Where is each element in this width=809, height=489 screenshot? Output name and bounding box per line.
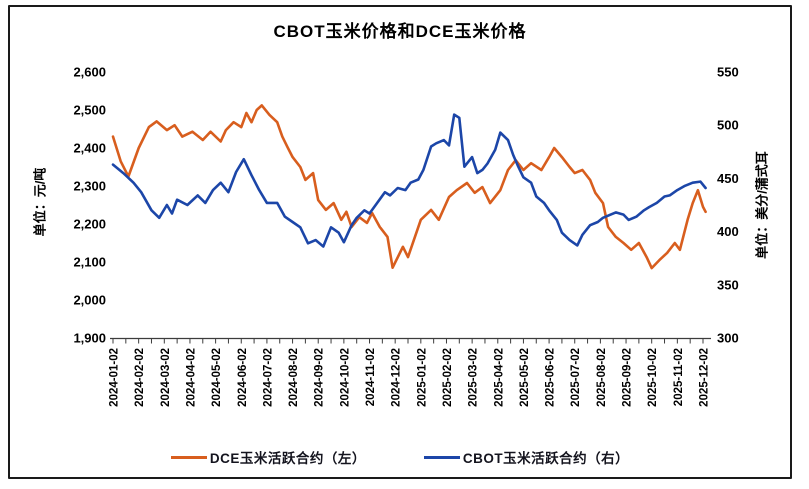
dce-line-swatch [170,455,207,459]
x-axis-tick-label: 2024-12-02 [391,348,403,407]
x-axis-tick-label: 2024-03-02 [160,348,172,407]
left-axis-tick-label: 2,300 [73,179,106,194]
x-axis-tick-label: 2025-10-02 [647,348,659,407]
x-axis-tick-label: 2024-10-02 [339,348,351,407]
dce-series-line [111,104,707,270]
cbot-line-swatch [423,455,460,459]
x-axis-tick-label: 2025-12-02 [699,348,711,407]
right-axis-tick-label: 550 [717,65,739,80]
left-axis-tick-label: 2,200 [73,217,106,232]
x-axis-tick-label: 2025-11-02 [673,348,685,406]
x-axis-tick-label: 2024-07-02 [262,348,274,407]
x-axis-tick-label: 2025-08-02 [596,348,608,407]
legend-item-cbot: CBOT玉米活跃合约（右） [423,447,630,467]
left-axis-tick-label: 1,900 [73,331,106,346]
x-axis-tick-label: 2024-01-02 [109,348,121,407]
x-axis-tick-label: 2025-06-02 [545,348,557,407]
right-axis-tick-label: 450 [717,171,739,186]
dce-legend-label: DCE玉米活跃合约（左） [209,451,366,466]
x-axis-tick-label: 2024-05-02 [211,348,223,407]
x-axis-tick-label: 2025-07-02 [570,348,582,407]
x-axis-tick-label: 2024-09-02 [314,348,326,407]
right-axis-tick-label: 400 [717,224,739,239]
legend-item-dce: DCE玉米活跃合约（左） [170,447,366,467]
left-axis-tick-label: 2,100 [73,255,106,270]
right-axis-tick-label: 500 [717,118,739,133]
right-axis-tick-label: 350 [717,277,739,292]
x-axis-tick-label: 2025-04-02 [493,348,505,407]
figure-border [8,5,792,479]
left-axis-tick-label: 2,400 [73,141,106,156]
x-axis-tick-label: 2025-09-02 [622,348,634,407]
left-axis-tick-label: 2,500 [73,103,106,118]
x-axis-tick-label: 2024-06-02 [237,348,249,407]
x-axis-tick-label: 2025-01-02 [416,348,428,407]
left-axis-tick-label: 2,000 [73,293,106,308]
cbot-legend-label: CBOT玉米活跃合约（右） [462,451,630,466]
cbot-series-line [111,113,707,248]
x-axis-tick-label: 2024-08-02 [288,348,300,407]
legend: DCE玉米活跃合约（左） CBOT玉米活跃合约（右） [0,447,800,467]
x-axis-tick-label: 2025-02-02 [442,348,454,407]
x-axis-tick-label: 2024-04-02 [185,348,197,407]
x-axis-tick-label: 2024-02-02 [134,348,146,407]
left-axis-tick-label: 2,600 [73,65,106,80]
chart-title: CBOT玉米价格和DCE玉米价格 [273,22,527,41]
x-axis-tick-label: 2024-11-02 [365,348,377,406]
x-axis-tick-label: 2025-05-02 [519,348,531,407]
x-axis-tick-label: 2025-03-02 [468,348,480,407]
right-axis-tick-label: 300 [717,331,739,346]
